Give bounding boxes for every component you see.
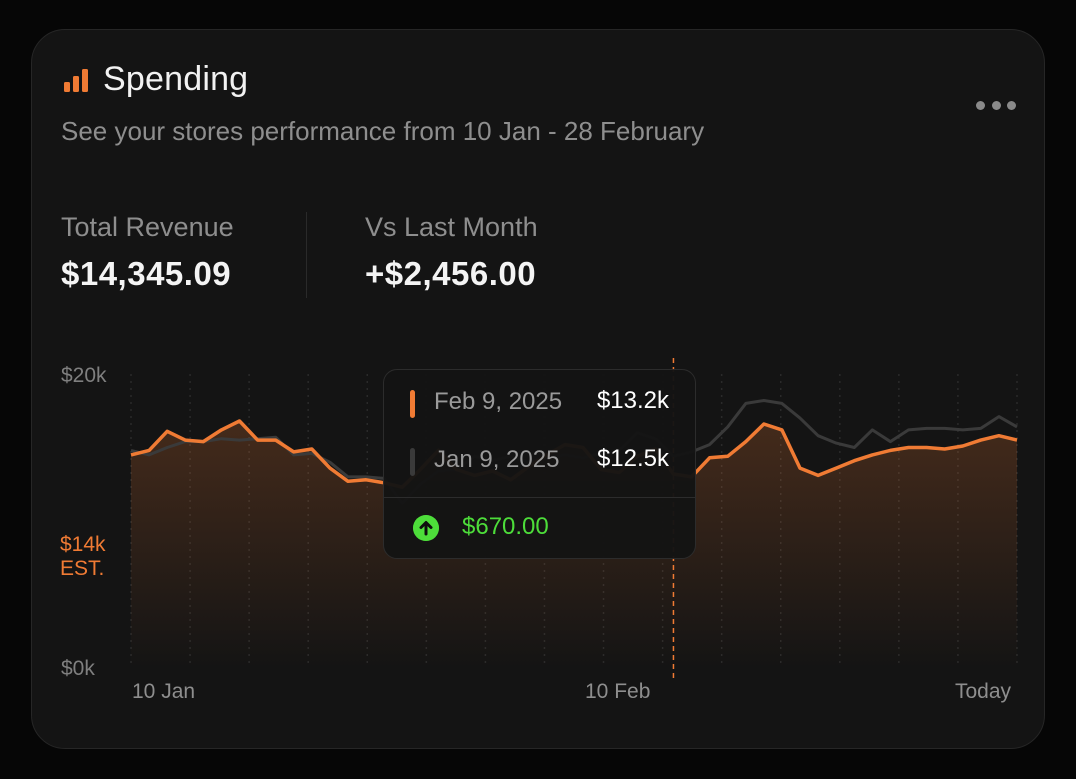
tooltip-previous-date: Jan 9, 2025 xyxy=(434,446,560,473)
estimate-label: EST. xyxy=(60,557,105,580)
more-dot xyxy=(991,100,1001,110)
vs-last-month-stat: Vs Last Month +$2,456.00 xyxy=(365,212,538,293)
tooltip-current-value: $13.2k xyxy=(596,387,669,414)
x-tick-label: 10 Feb xyxy=(585,680,651,703)
bar-chart-icon xyxy=(64,68,88,92)
total-revenue-label: Total Revenue xyxy=(61,212,234,242)
y-tick-label: $20k xyxy=(61,364,107,387)
more-dot xyxy=(976,100,985,110)
x-tick-label: 10 Jan xyxy=(132,680,196,703)
total-revenue-stat: Total Revenue $14,345.09 xyxy=(61,212,234,293)
previous-series-swatch xyxy=(410,448,415,476)
arrow-up-circle-icon xyxy=(413,515,439,541)
tooltip-divider xyxy=(384,497,695,498)
more-horizontal-icon[interactable] xyxy=(976,96,1016,114)
card-subtitle: See your stores performance from 10 Jan … xyxy=(61,116,705,146)
tooltip-previous-row: Jan 9, 2025 $12.5k xyxy=(384,442,695,482)
card-header: Spending xyxy=(63,60,248,99)
tooltip-current-row: Feb 9, 2025 $13.2k xyxy=(384,384,695,424)
vs-last-month-value: +$2,456.00 xyxy=(365,255,537,292)
tooltip-difference: $670.00 xyxy=(462,513,549,540)
y-tick-label: $0k xyxy=(61,657,95,680)
tooltip-current-date: Feb 9, 2025 xyxy=(434,388,563,415)
tooltip-previous-value: $12.5k xyxy=(596,445,669,472)
total-revenue-value: $14,345.09 xyxy=(61,255,232,292)
x-tick-label: Today xyxy=(955,680,1012,703)
more-dot xyxy=(1007,100,1016,110)
vs-last-month-label: Vs Last Month xyxy=(365,212,538,242)
chart-tooltip: Feb 9, 2025 $13.2k Jan 9, 2025 $12.5k $6… xyxy=(383,369,696,559)
stats-divider xyxy=(306,212,307,298)
y-tick-label-estimate: $14k xyxy=(60,533,106,556)
current-series-swatch xyxy=(410,390,415,418)
card-title: Spending xyxy=(103,60,249,98)
